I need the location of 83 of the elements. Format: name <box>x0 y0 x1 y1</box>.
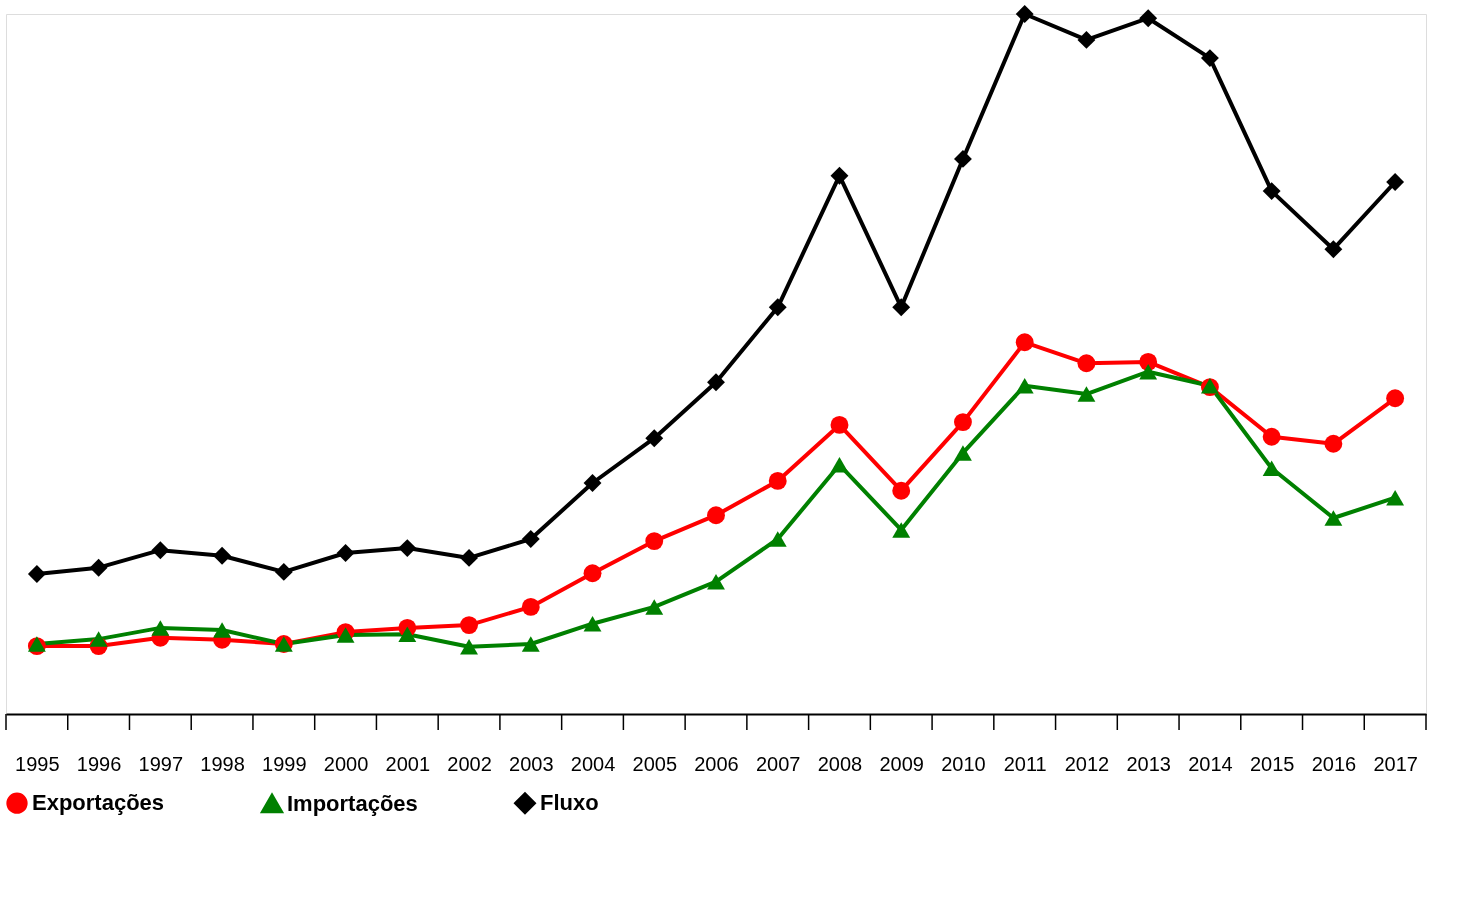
point <box>151 541 170 560</box>
x-tick-label: 2005 <box>632 752 678 775</box>
point <box>521 597 540 616</box>
point <box>274 562 293 581</box>
x-tick-label: 2009 <box>879 752 924 775</box>
point <box>768 298 787 317</box>
point <box>1139 9 1158 28</box>
point <box>151 620 170 636</box>
point <box>1324 240 1343 259</box>
point <box>830 415 849 434</box>
point <box>707 573 725 590</box>
x-tick-label: 2013 <box>1126 752 1171 775</box>
point <box>768 531 787 547</box>
point <box>1200 49 1219 68</box>
x-tick-label: 2004 <box>570 752 616 775</box>
x-tick-label: 2008 <box>817 752 863 775</box>
point <box>1077 386 1096 402</box>
point <box>1262 182 1281 201</box>
point <box>1015 5 1034 23</box>
point <box>521 636 540 652</box>
x-tick-label: 2000 <box>323 752 369 775</box>
point <box>954 445 972 461</box>
point <box>398 626 417 642</box>
x-tick-label: 2007 <box>755 752 801 775</box>
point <box>1386 173 1405 191</box>
point <box>830 166 849 185</box>
point <box>892 522 911 538</box>
point <box>768 471 787 490</box>
point <box>707 506 725 525</box>
point <box>1015 333 1034 352</box>
x-tick-label: 1999 <box>262 752 307 775</box>
point <box>521 530 540 548</box>
legend-label: Exportações <box>32 790 165 816</box>
point <box>1077 30 1096 49</box>
point <box>892 298 911 317</box>
x-tick-label: 2010 <box>941 752 986 775</box>
point <box>892 481 911 500</box>
point <box>1386 489 1405 506</box>
point <box>583 474 602 492</box>
x-tick-label: 2017 <box>1373 752 1418 775</box>
x-tick-label: 1997 <box>138 752 184 775</box>
point <box>1262 427 1281 446</box>
x-tick-label: 2002 <box>447 752 492 775</box>
point <box>645 532 664 551</box>
x-tick-label: 1996 <box>76 752 122 775</box>
point <box>830 457 849 473</box>
point <box>398 539 417 558</box>
point <box>707 373 725 392</box>
point <box>954 149 972 168</box>
point <box>460 616 478 635</box>
legend-label: Fluxo <box>540 790 599 816</box>
point <box>27 565 46 583</box>
x-tick-label: 2001 <box>385 752 431 775</box>
point <box>1324 510 1343 526</box>
x-tick-label: 2015 <box>1249 752 1295 775</box>
point <box>954 413 972 432</box>
point <box>1015 377 1034 394</box>
legend-label: Importações <box>287 790 418 816</box>
point <box>1324 434 1343 453</box>
point <box>460 639 478 655</box>
point <box>89 558 108 577</box>
point <box>1139 363 1158 380</box>
point <box>27 636 46 652</box>
point <box>583 564 602 583</box>
x-tick-label: 1998 <box>200 752 245 775</box>
point <box>213 546 232 565</box>
point <box>336 544 355 562</box>
point <box>645 599 664 615</box>
point <box>336 627 355 643</box>
x-tick-label: 2016 <box>1311 752 1357 775</box>
point <box>583 615 602 632</box>
x-tick-label: 2014 <box>1188 752 1233 775</box>
x-tick-label: 2006 <box>694 752 739 775</box>
point <box>213 622 232 638</box>
point <box>1386 389 1405 408</box>
x-tick-label: 2003 <box>509 752 554 775</box>
point <box>89 631 108 647</box>
x-tick-label: 2011 <box>1003 752 1047 775</box>
x-tick-label: 1995 <box>15 752 60 775</box>
point <box>645 429 664 448</box>
point <box>460 548 478 567</box>
x-tick-label: 2012 <box>1064 752 1110 775</box>
point <box>1077 354 1096 373</box>
